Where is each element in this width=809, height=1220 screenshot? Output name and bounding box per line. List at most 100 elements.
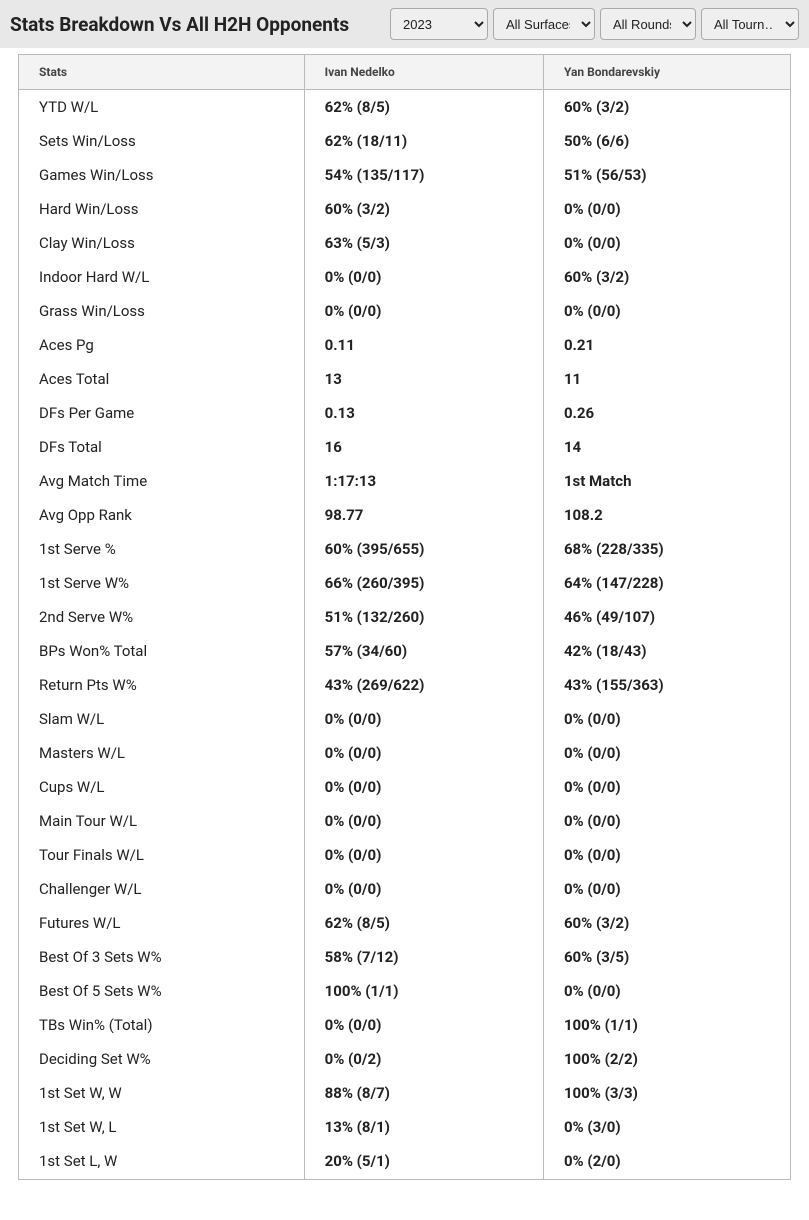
stat-label: Best Of 5 Sets W% bbox=[19, 974, 305, 1008]
surface-select[interactable]: All Surfaces bbox=[493, 8, 595, 40]
stat-label: 1st Serve % bbox=[19, 532, 305, 566]
stat-label: TBs Win% (Total) bbox=[19, 1008, 305, 1042]
table-row: Challenger W/L0% (0/0)0% (0/0) bbox=[19, 872, 791, 906]
player2-value: 60% (3/2) bbox=[543, 260, 790, 294]
table-row: Hard Win/Loss60% (3/2)0% (0/0) bbox=[19, 192, 791, 226]
player1-value: 16 bbox=[304, 430, 543, 464]
col-header-stats: Stats bbox=[19, 55, 305, 90]
stat-label: Games Win/Loss bbox=[19, 158, 305, 192]
player1-value: 0% (0/0) bbox=[304, 702, 543, 736]
player1-value: 62% (8/5) bbox=[304, 90, 543, 125]
stat-label: Clay Win/Loss bbox=[19, 226, 305, 260]
player2-value: 11 bbox=[543, 362, 790, 396]
player2-value: 0% (0/0) bbox=[543, 872, 790, 906]
stat-label: BPs Won% Total bbox=[19, 634, 305, 668]
player1-value: 13% (8/1) bbox=[304, 1110, 543, 1144]
year-select[interactable]: 2023 bbox=[390, 8, 488, 40]
player2-value: 0% (0/0) bbox=[543, 804, 790, 838]
col-header-player1: Ivan Nedelko bbox=[304, 55, 543, 90]
player2-value: 0% (0/0) bbox=[543, 974, 790, 1008]
player1-value: 60% (395/655) bbox=[304, 532, 543, 566]
table-row: YTD W/L62% (8/5)60% (3/2) bbox=[19, 90, 791, 125]
table-row: Games Win/Loss54% (135/117)51% (56/53) bbox=[19, 158, 791, 192]
player2-value: 100% (1/1) bbox=[543, 1008, 790, 1042]
stat-label: DFs Per Game bbox=[19, 396, 305, 430]
stats-table: Stats Ivan Nedelko Yan Bondarevskiy YTD … bbox=[18, 54, 791, 1180]
player1-value: 13 bbox=[304, 362, 543, 396]
player2-value: 0% (3/0) bbox=[543, 1110, 790, 1144]
table-row: Indoor Hard W/L0% (0/0)60% (3/2) bbox=[19, 260, 791, 294]
player1-value: 57% (34/60) bbox=[304, 634, 543, 668]
table-row: Clay Win/Loss63% (5/3)0% (0/0) bbox=[19, 226, 791, 260]
table-row: Deciding Set W%0% (0/2)100% (2/2) bbox=[19, 1042, 791, 1076]
stat-label: Deciding Set W% bbox=[19, 1042, 305, 1076]
tournament-select[interactable]: All Tourn… bbox=[701, 8, 799, 40]
player2-value: 60% (3/2) bbox=[543, 906, 790, 940]
player1-value: 88% (8/7) bbox=[304, 1076, 543, 1110]
table-row: Cups W/L0% (0/0)0% (0/0) bbox=[19, 770, 791, 804]
table-row: Aces Pg0.110.21 bbox=[19, 328, 791, 362]
table-row: DFs Total1614 bbox=[19, 430, 791, 464]
col-header-player2: Yan Bondarevskiy bbox=[543, 55, 790, 90]
stat-label: YTD W/L bbox=[19, 90, 305, 125]
player1-value: 0% (0/0) bbox=[304, 736, 543, 770]
stat-label: 1st Serve W% bbox=[19, 566, 305, 600]
player1-value: 54% (135/117) bbox=[304, 158, 543, 192]
player2-value: 64% (147/228) bbox=[543, 566, 790, 600]
table-row: DFs Per Game0.130.26 bbox=[19, 396, 791, 430]
player2-value: 14 bbox=[543, 430, 790, 464]
player1-value: 0.11 bbox=[304, 328, 543, 362]
stat-label: Slam W/L bbox=[19, 702, 305, 736]
stat-label: Aces Total bbox=[19, 362, 305, 396]
round-select[interactable]: All Rounds bbox=[600, 8, 696, 40]
table-row: Main Tour W/L0% (0/0)0% (0/0) bbox=[19, 804, 791, 838]
table-row: Grass Win/Loss0% (0/0)0% (0/0) bbox=[19, 294, 791, 328]
player2-value: 50% (6/6) bbox=[543, 124, 790, 158]
page-title: Stats Breakdown Vs All H2H Opponents bbox=[10, 13, 349, 36]
table-container: Stats Ivan Nedelko Yan Bondarevskiy YTD … bbox=[0, 48, 809, 1180]
player2-value: 0% (0/0) bbox=[543, 192, 790, 226]
stat-label: Avg Opp Rank bbox=[19, 498, 305, 532]
table-row: 1st Set W, W88% (8/7)100% (3/3) bbox=[19, 1076, 791, 1110]
stat-label: DFs Total bbox=[19, 430, 305, 464]
table-row: Return Pts W%43% (269/622)43% (155/363) bbox=[19, 668, 791, 702]
player2-value: 100% (3/3) bbox=[543, 1076, 790, 1110]
stat-label: 1st Set W, W bbox=[19, 1076, 305, 1110]
stat-label: Hard Win/Loss bbox=[19, 192, 305, 226]
stat-label: Futures W/L bbox=[19, 906, 305, 940]
player1-value: 0% (0/0) bbox=[304, 1008, 543, 1042]
player2-value: 100% (2/2) bbox=[543, 1042, 790, 1076]
stat-label: Cups W/L bbox=[19, 770, 305, 804]
table-header-row: Stats Ivan Nedelko Yan Bondarevskiy bbox=[19, 55, 791, 90]
player1-value: 0.13 bbox=[304, 396, 543, 430]
table-row: 1st Set L, W20% (5/1)0% (2/0) bbox=[19, 1144, 791, 1180]
player1-value: 0% (0/0) bbox=[304, 294, 543, 328]
table-row: Best Of 5 Sets W%100% (1/1)0% (0/0) bbox=[19, 974, 791, 1008]
player2-value: 68% (228/335) bbox=[543, 532, 790, 566]
player1-value: 62% (8/5) bbox=[304, 906, 543, 940]
stat-label: Grass Win/Loss bbox=[19, 294, 305, 328]
stat-label: Avg Match Time bbox=[19, 464, 305, 498]
table-row: 1st Serve %60% (395/655)68% (228/335) bbox=[19, 532, 791, 566]
player2-value: 60% (3/5) bbox=[543, 940, 790, 974]
stat-label: Best Of 3 Sets W% bbox=[19, 940, 305, 974]
table-row: Avg Opp Rank98.77108.2 bbox=[19, 498, 791, 532]
player1-value: 60% (3/2) bbox=[304, 192, 543, 226]
player2-value: 43% (155/363) bbox=[543, 668, 790, 702]
filters: 2023 All Surfaces All Rounds All Tourn… bbox=[390, 8, 799, 40]
player1-value: 43% (269/622) bbox=[304, 668, 543, 702]
table-row: 1st Serve W%66% (260/395)64% (147/228) bbox=[19, 566, 791, 600]
player2-value: 51% (56/53) bbox=[543, 158, 790, 192]
table-row: Avg Match Time1:17:131st Match bbox=[19, 464, 791, 498]
stat-label: Aces Pg bbox=[19, 328, 305, 362]
stat-label: Tour Finals W/L bbox=[19, 838, 305, 872]
stat-label: 1st Set W, L bbox=[19, 1110, 305, 1144]
player1-value: 0% (0/0) bbox=[304, 838, 543, 872]
table-row: Tour Finals W/L0% (0/0)0% (0/0) bbox=[19, 838, 791, 872]
player2-value: 0% (0/0) bbox=[543, 226, 790, 260]
player2-value: 46% (49/107) bbox=[543, 600, 790, 634]
player2-value: 108.2 bbox=[543, 498, 790, 532]
table-row: Aces Total1311 bbox=[19, 362, 791, 396]
player1-value: 0% (0/0) bbox=[304, 770, 543, 804]
header: Stats Breakdown Vs All H2H Opponents 202… bbox=[0, 0, 809, 48]
